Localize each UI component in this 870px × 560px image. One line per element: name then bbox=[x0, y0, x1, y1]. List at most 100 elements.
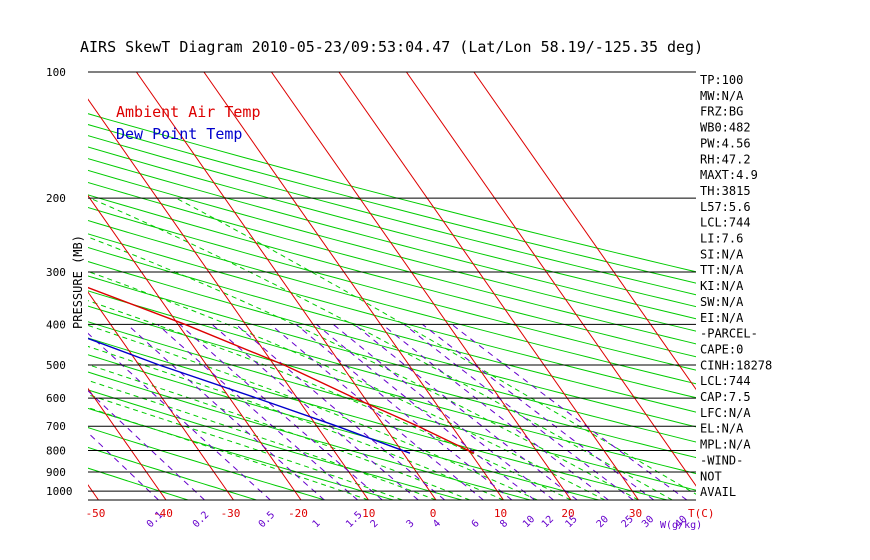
index-entry: KI:N/A bbox=[700, 279, 744, 293]
pressure-tick-label: 700 bbox=[46, 420, 66, 433]
index-entry: PW:4.56 bbox=[700, 136, 751, 150]
mixing-ratio-line bbox=[211, 323, 419, 500]
dry-adiabat-line bbox=[88, 321, 696, 491]
mixing-ratio-line bbox=[295, 323, 513, 500]
index-entry: EL:N/A bbox=[700, 422, 744, 436]
index-entry: L57:5.6 bbox=[700, 200, 751, 214]
isotherm-line bbox=[88, 387, 167, 500]
index-entry: MAXT:4.9 bbox=[700, 168, 758, 182]
pressure-tick-label: 800 bbox=[46, 445, 66, 458]
index-entry: NOT bbox=[700, 469, 722, 483]
mixing-ratio-line bbox=[451, 323, 688, 500]
moist-adiabat-line bbox=[88, 324, 538, 500]
index-entry: TP:100 bbox=[700, 73, 743, 87]
bottom-temp-tick-label: 10 bbox=[494, 507, 507, 520]
mixing-ratio-label: 8 bbox=[498, 518, 510, 530]
isotherm-line bbox=[338, 72, 639, 500]
dry-adiabat-line bbox=[88, 169, 696, 332]
dry-adiabat-line bbox=[88, 135, 696, 296]
moist-adiabat-line bbox=[175, 197, 696, 495]
isotherm-line bbox=[88, 291, 234, 500]
series-line-dew-point-temp bbox=[88, 337, 411, 454]
bottom-temp-tick-label: 0 bbox=[430, 507, 437, 520]
legend-entry: Ambient Air Temp bbox=[116, 103, 261, 121]
mixing-ratio-label: 0.5 bbox=[257, 510, 278, 531]
isotherm-line bbox=[0, 72, 31, 500]
isotherm-line bbox=[270, 72, 572, 500]
dry-adiabat-line bbox=[88, 113, 696, 273]
mixing-ratio-line bbox=[88, 332, 271, 500]
index-entry: LCL:744 bbox=[700, 374, 751, 388]
mixing-ratio-label: 4 bbox=[431, 518, 443, 530]
isotherm-line bbox=[88, 98, 369, 500]
isotherm-line bbox=[203, 72, 504, 500]
pressure-tick-label: 100 bbox=[46, 66, 66, 79]
legend-entry: Dew Point Temp bbox=[116, 125, 242, 143]
temp-unit-label: T(C) bbox=[688, 507, 715, 520]
index-entry: SI:N/A bbox=[700, 247, 744, 261]
pressure-tick-label: 200 bbox=[46, 192, 66, 205]
legend: Ambient Air Temp Dew Point Temp bbox=[116, 103, 261, 143]
pressure-tick-label: 1000 bbox=[46, 485, 73, 498]
dry-adiabat-line bbox=[88, 247, 696, 413]
mixing-ratio-line bbox=[422, 323, 655, 500]
mixing-ratio-line bbox=[126, 323, 325, 500]
series-line-ambient-air-temp bbox=[88, 286, 475, 454]
isotherm-line bbox=[88, 194, 302, 500]
mixing-ratio-line bbox=[403, 323, 634, 500]
mixing-ratio-label: 10 bbox=[521, 514, 537, 530]
index-entry: LI:7.6 bbox=[700, 232, 743, 246]
sounding-series bbox=[88, 286, 475, 454]
mixing-ratio-line bbox=[179, 323, 383, 500]
moist-adiabat-line bbox=[89, 197, 673, 500]
dry-adiabat-line bbox=[88, 467, 189, 500]
pressure-tick-label: 600 bbox=[46, 392, 66, 405]
index-entry: LCL:744 bbox=[700, 216, 751, 230]
dry-adiabat-line bbox=[88, 181, 696, 345]
index-entry: MW:N/A bbox=[700, 89, 744, 103]
index-entry: EI:N/A bbox=[700, 311, 744, 325]
mixing-ratio-label: 2 bbox=[369, 518, 381, 530]
isotherm-line bbox=[473, 72, 696, 391]
isobars bbox=[88, 71, 696, 501]
mixing-ratio-lines bbox=[88, 323, 688, 500]
dry-adiabat-line bbox=[88, 446, 257, 500]
index-entry: -WIND- bbox=[700, 453, 743, 467]
index-entry: RH:47.2 bbox=[700, 152, 751, 166]
mixing-ratio-line bbox=[353, 323, 578, 500]
index-entry: WB0:482 bbox=[700, 121, 751, 135]
index-entry: FRZ:BG bbox=[700, 105, 743, 119]
dry-adiabats bbox=[88, 113, 696, 500]
mixing-ratio-label: 0.2 bbox=[191, 510, 212, 531]
index-entry: TT:N/A bbox=[700, 263, 744, 277]
y-axis-label: PRESSURE (MB) bbox=[71, 235, 85, 329]
mixing-ratio-label: 1 bbox=[311, 518, 323, 530]
index-entry: CINH:18278 bbox=[700, 358, 772, 372]
chart-title: AIRS SkewT Diagram 2010-05-23/09:53:04.4… bbox=[80, 38, 703, 56]
mixing-ratio-line bbox=[332, 323, 554, 500]
pressure-tick-label: 300 bbox=[46, 266, 66, 279]
moist-adiabat-line bbox=[88, 407, 369, 500]
index-entry: CAPE:0 bbox=[700, 342, 743, 356]
bottom-temp-tick-label: -30 bbox=[221, 507, 241, 520]
bottom-temp-tick-label: -40 bbox=[153, 507, 173, 520]
isotherms bbox=[0, 72, 696, 500]
index-entry: MPL:N/A bbox=[700, 438, 751, 452]
bottom-temp-tick-label: -20 bbox=[288, 507, 308, 520]
dry-adiabat-line bbox=[88, 206, 696, 371]
dry-adiabat-line bbox=[88, 220, 696, 385]
index-entry: AVAIL bbox=[700, 485, 736, 499]
dry-adiabat-line bbox=[88, 290, 696, 459]
isotherm-line bbox=[405, 72, 696, 487]
dry-adiabat-line bbox=[88, 194, 696, 358]
dry-adiabat-line bbox=[88, 337, 668, 500]
dry-adiabat-line bbox=[88, 124, 696, 284]
mixing-ratio-label: 12 bbox=[540, 514, 556, 530]
mixing-ratio-label: 20 bbox=[595, 514, 611, 530]
index-entry: SW:N/A bbox=[700, 295, 744, 309]
index-entry: LFC:N/A bbox=[700, 406, 751, 420]
dry-adiabat-line bbox=[88, 354, 599, 500]
index-entry: CAP:7.5 bbox=[700, 390, 751, 404]
